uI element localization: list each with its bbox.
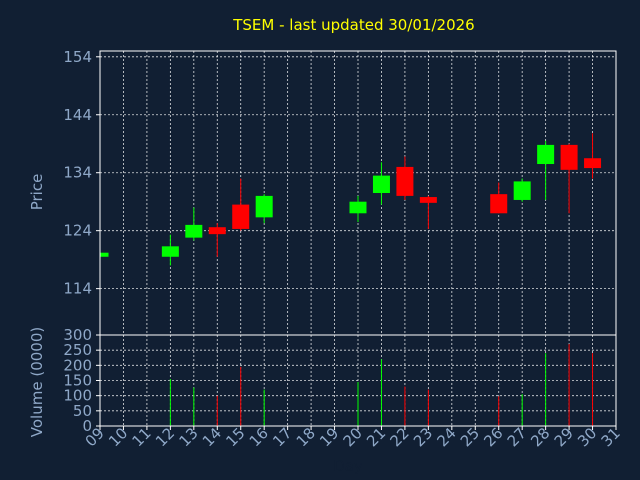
x-tick-label: 14	[199, 424, 225, 450]
x-tick-label: 23	[410, 424, 436, 450]
candle-up	[349, 201, 367, 214]
candle-down	[584, 158, 602, 169]
x-axis-label: Day	[333, 457, 363, 475]
candle-up	[161, 246, 179, 257]
x-tick-label: 26	[480, 424, 506, 450]
price-axis-label: Price	[28, 174, 46, 211]
x-tick-label: 21	[363, 424, 389, 450]
y-tick-label: 134	[63, 164, 92, 182]
price-panel: 154 144 134 124 114	[63, 48, 617, 336]
x-tick-label: 11	[129, 424, 155, 450]
candle-down	[419, 197, 437, 203]
x-tick-label: 24	[433, 424, 459, 450]
candle-down	[232, 204, 250, 229]
volume-tick-label: 50	[73, 402, 92, 420]
candle-up	[255, 195, 273, 218]
x-tick-label: 25	[457, 424, 483, 450]
x-tick-label: 28	[527, 424, 553, 450]
x-tick-label: 18	[293, 424, 319, 450]
candle-down	[208, 227, 226, 235]
volume-tick-label: 200	[63, 356, 92, 374]
x-tick-label: 29	[551, 424, 577, 450]
chart-title: TSEM - last updated 30/01/2026	[232, 16, 474, 34]
candle-down	[560, 144, 578, 170]
volume-tick-label: 150	[63, 372, 92, 390]
x-tick-label: 27	[504, 424, 530, 450]
volume-tick-label: 0	[82, 417, 92, 435]
y-tick-label: 114	[63, 280, 92, 298]
x-tick-label: 19	[316, 424, 342, 450]
y-tick-label: 154	[63, 48, 92, 66]
volume-axis-label: Volume (0000)	[28, 327, 46, 437]
volume-tick-label: 100	[63, 387, 92, 405]
x-tick-label: 31	[598, 424, 624, 450]
candle-up	[100, 252, 109, 257]
x-tick-label: 12	[152, 424, 178, 450]
candle-up	[372, 175, 390, 193]
candle-down	[490, 194, 508, 214]
candle-up	[513, 181, 531, 200]
x-tick-label: 16	[246, 424, 272, 450]
candle-down	[396, 166, 414, 196]
x-tick-label: 13	[175, 424, 201, 450]
volume-tick-label: 250	[63, 341, 92, 359]
x-tick-label: 30	[574, 424, 600, 450]
x-tick-label: 20	[340, 424, 366, 450]
y-tick-label: 144	[63, 106, 92, 124]
candle-up	[185, 224, 203, 238]
volume-tick-label: 300	[63, 326, 92, 344]
candle-up	[537, 144, 555, 165]
x-axis: 0910111213141516171819202122232425262728…	[82, 424, 624, 450]
x-tick-label: 15	[222, 424, 248, 450]
x-tick-label: 17	[269, 424, 295, 450]
y-tick-label: 124	[63, 222, 92, 240]
x-tick-label: 22	[387, 424, 413, 450]
x-tick-label: 10	[105, 424, 131, 450]
